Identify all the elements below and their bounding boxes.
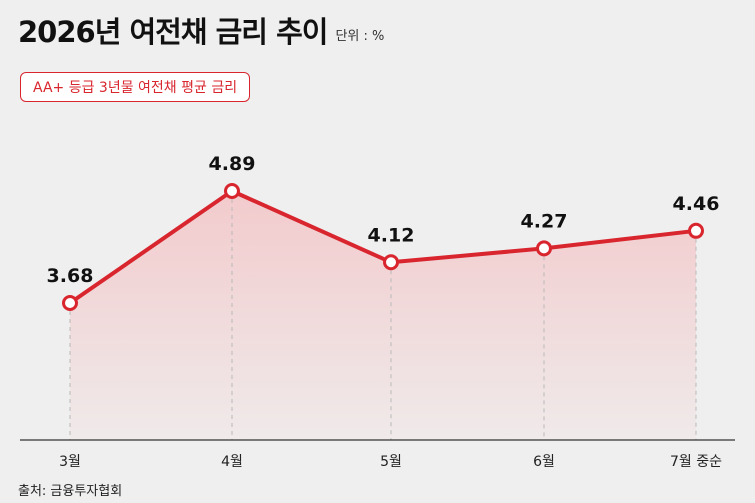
- x-tick-label: 6월: [533, 454, 555, 470]
- data-label: 3.68: [47, 265, 94, 287]
- data-point: [62, 295, 78, 311]
- data-point: [536, 240, 552, 257]
- x-tick-label: 7월 중순: [670, 454, 722, 470]
- data-point: [688, 222, 704, 239]
- data-label: 4.46: [673, 193, 720, 215]
- data-label: 4.27: [521, 210, 568, 232]
- data-label: 4.12: [368, 224, 415, 246]
- x-tick-label: 4월: [221, 454, 243, 470]
- data-label: 4.89: [209, 153, 256, 175]
- unit-label: 단위 : %: [335, 29, 385, 44]
- title-row: 2026년 여전채 금리 추이 단위 : %: [18, 14, 384, 50]
- data-point: [383, 254, 399, 271]
- series-badge: AA+ 등급 3년물 여전채 평균 금리: [20, 72, 251, 102]
- data-point: [224, 183, 240, 199]
- x-tick-label: 3월: [59, 454, 81, 470]
- chart-title: 2026년 여전채 금리 추이: [18, 15, 328, 49]
- source-note: 출처: 금융투자협회: [18, 484, 123, 499]
- x-tick-label: 5월: [380, 454, 402, 470]
